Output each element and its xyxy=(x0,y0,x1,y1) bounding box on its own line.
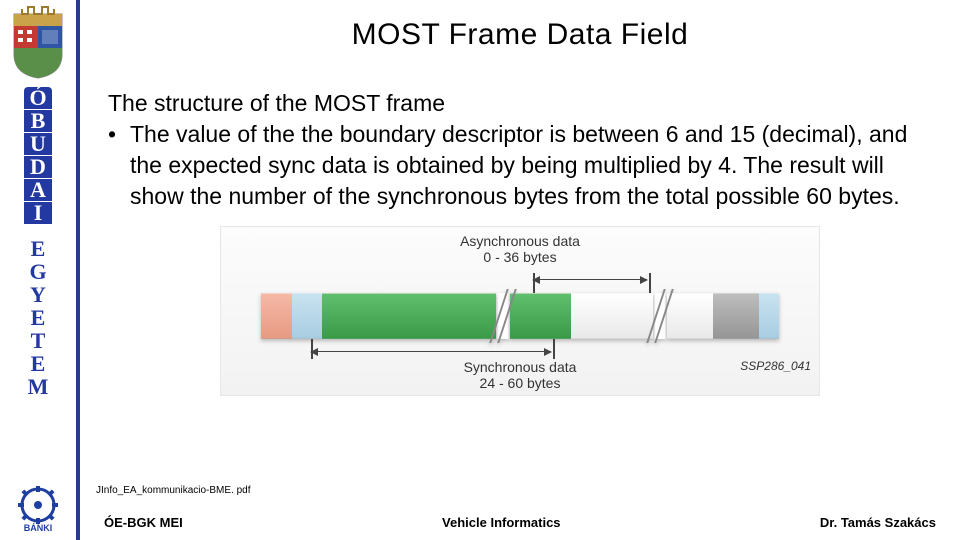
seg-sync-right xyxy=(510,293,571,339)
arrow-async xyxy=(533,279,647,280)
async-label-line2: 0 - 36 bytes xyxy=(483,249,556,265)
frame-bar xyxy=(261,293,779,339)
seg-async-right xyxy=(667,293,713,339)
footer-right: Dr. Tamás Szakács xyxy=(820,515,936,530)
banki-label: BÁNKI xyxy=(24,523,53,532)
bullet-item: • The value of the the boundary descript… xyxy=(108,119,940,212)
obudai-egyetem-logo-text: ÓBUDAIEGYETEM xyxy=(24,87,52,398)
footer-center: Vehicle Informatics xyxy=(442,515,561,530)
logo-letter: G xyxy=(24,261,52,283)
async-label-line1: Asynchronous data xyxy=(460,233,580,249)
seg-lightblue-left xyxy=(292,293,323,339)
footer: ÓE-BGK MEI Vehicle Informatics Dr. Tamás… xyxy=(80,515,960,530)
logo-letter: E xyxy=(24,307,52,329)
logo-letter: U xyxy=(24,133,52,155)
slide-title: MOST Frame Data Field xyxy=(100,18,940,52)
sync-label-line2: 24 - 60 bytes xyxy=(480,375,561,391)
footer-left: ÓE-BGK MEI xyxy=(104,515,183,530)
logo-letter: Ó xyxy=(24,87,52,109)
ssp-code: SSP286_041 xyxy=(740,359,811,373)
tick-mark xyxy=(649,273,651,293)
seg-salmon-left xyxy=(261,293,292,339)
logo-letter: A xyxy=(24,179,52,201)
sidebar: ÓBUDAIEGYETEM BÁNKI xyxy=(0,0,80,540)
content-area: MOST Frame Data Field The structure of t… xyxy=(80,0,960,540)
body-text: The structure of the MOST frame • The va… xyxy=(100,88,940,212)
diagram-sync-label: Synchronous data 24 - 60 bytes xyxy=(221,359,819,391)
reference-citation: JInfo_EA_kommunikacio-BME. pdf xyxy=(96,485,251,496)
bar-break xyxy=(496,293,510,339)
logo-letter: B xyxy=(24,110,52,132)
bullet-marker: • xyxy=(108,119,130,212)
tick-mark xyxy=(311,339,313,359)
seg-lightblue-right xyxy=(759,293,779,339)
arrow-sync xyxy=(311,351,551,352)
bullet-text: The value of the the boundary descriptor… xyxy=(130,119,940,212)
logo-letter: I xyxy=(24,202,52,224)
bar-break xyxy=(653,293,667,339)
seg-gray-right xyxy=(713,293,759,339)
frame-diagram: Asynchronous data 0 - 36 bytes Synchrono… xyxy=(220,226,820,396)
seg-async-left xyxy=(571,293,653,339)
tick-mark xyxy=(553,339,555,359)
logo-letter: Y xyxy=(24,284,52,306)
logo-letter: E xyxy=(24,238,52,260)
logo-letter: E xyxy=(24,353,52,375)
banki-logo: BÁNKI xyxy=(9,484,67,532)
sync-label-line1: Synchronous data xyxy=(464,359,577,375)
diagram-async-label: Asynchronous data 0 - 36 bytes xyxy=(221,233,819,265)
intro-line: The structure of the MOST frame xyxy=(108,88,940,119)
logo-letter: M xyxy=(24,376,52,398)
tick-mark xyxy=(533,273,535,293)
slide: ÓBUDAIEGYETEM BÁNKI MOST Frame xyxy=(0,0,960,540)
logo-letter: T xyxy=(24,330,52,352)
crest-logo xyxy=(8,4,68,79)
seg-sync-left xyxy=(322,293,496,339)
logo-letter: D xyxy=(24,156,52,178)
